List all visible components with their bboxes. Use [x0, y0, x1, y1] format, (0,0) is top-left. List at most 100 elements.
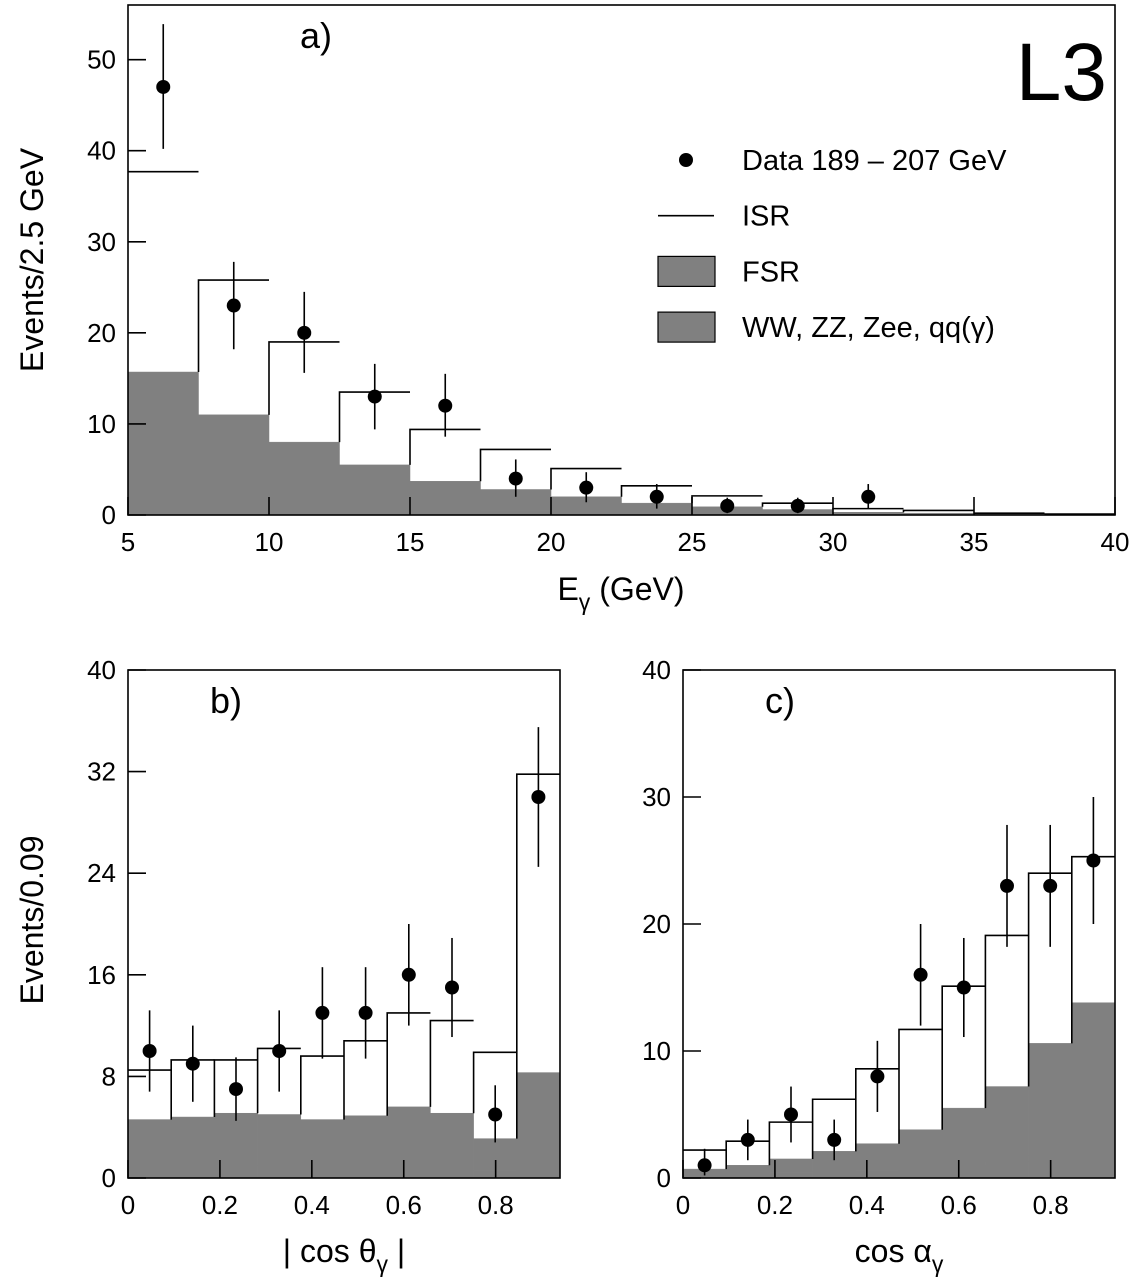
histogram-step: [268, 341, 340, 415]
histogram-bar: [855, 1143, 900, 1171]
data-point: [956, 980, 971, 995]
y-tick-label: 0: [102, 1163, 116, 1193]
histogram-bar: [855, 1170, 900, 1179]
histogram-step: [550, 467, 622, 490]
histogram-bar: [127, 1119, 172, 1166]
x-axis-title-main: E: [557, 571, 578, 607]
y-tick-label: 0: [102, 500, 116, 530]
histogram-bar: [985, 1086, 1029, 1162]
x-tick-label: 40: [1101, 527, 1130, 557]
histogram-bar: [198, 501, 270, 516]
histogram-step: [855, 1067, 899, 1152]
histogram-bar: [1071, 1002, 1116, 1150]
data-point: [784, 1107, 798, 1122]
histogram-step: [620, 485, 692, 497]
histogram-step: [479, 448, 551, 482]
histogram-step: [1027, 872, 1072, 1087]
data-point: [720, 498, 735, 513]
histogram-step: [300, 1055, 344, 1115]
x-tick-label: 0.8: [478, 1190, 514, 1220]
histogram-bar: [339, 464, 411, 508]
histogram-bar: [127, 496, 199, 516]
x-tick-label: 35: [960, 527, 989, 557]
histogram-bar: [343, 1165, 388, 1179]
legend-marker: [679, 153, 693, 167]
data-point: [401, 967, 416, 982]
y-tick-label: 30: [642, 782, 671, 812]
histogram-step: [898, 1028, 943, 1144]
histogram-step: [1071, 855, 1115, 1044]
x-axis-title: Eγ (GeV): [557, 571, 684, 615]
legend-label: WW, ZZ, Zee, qq(γ): [742, 312, 995, 344]
histogram-bar: [300, 1165, 345, 1179]
data-point: [870, 1069, 885, 1084]
histogram-step: [472, 1051, 517, 1114]
histogram-bar: [268, 505, 340, 516]
data-point: [142, 1044, 157, 1058]
histogram-bar: [127, 371, 199, 498]
histogram-bar: [985, 1161, 1029, 1179]
x-tick-label: 0.4: [294, 1190, 330, 1220]
histogram-bar: [430, 1163, 474, 1179]
panel: 0 10 20 30 40 0 0.2 0.4 0.6 0.8 c) cos αγ: [642, 655, 1116, 1277]
x-tick-label: 20: [537, 527, 566, 557]
histogram-bar: [1071, 1148, 1116, 1179]
x-tick-label: 10: [255, 527, 284, 557]
histogram-bar: [386, 1106, 431, 1164]
data-point: [579, 480, 594, 495]
histogram-step: [409, 428, 481, 465]
histogram-bar: [300, 1119, 345, 1166]
histogram-bar: [170, 1116, 215, 1166]
x-axis-title-suffix: |: [388, 1233, 405, 1269]
y-axis-title: Events/0.09: [14, 836, 50, 1005]
histogram-step: [170, 1059, 215, 1120]
y-tick-label: 20: [642, 909, 671, 939]
histogram-bar: [214, 1163, 258, 1179]
histogram-step: [811, 1098, 856, 1159]
panel: 0 10 20 30 40 50 5 10 15 20 25 30 35 40 a) L3 Events/2.5…: [14, 4, 1130, 615]
histogram-bar: [430, 1112, 474, 1165]
x-tick-label: 5: [121, 527, 135, 557]
y-tick-label: 10: [642, 1036, 671, 1066]
histogram-step: [941, 985, 986, 1130]
histogram-bar: [769, 1158, 813, 1174]
x-tick-label: 0: [121, 1190, 135, 1220]
x-axis-title-main: cos α: [855, 1233, 932, 1269]
x-tick-label: 0.6: [941, 1190, 977, 1220]
histogram-bar: [516, 1154, 561, 1179]
x-tick-label: 0.8: [1033, 1190, 1069, 1220]
data-point: [367, 389, 382, 404]
histogram-bar: [1028, 1043, 1073, 1156]
data-point: [827, 1132, 842, 1147]
y-tick-label: 20: [87, 318, 116, 348]
data-point: [297, 325, 312, 340]
y-tick-label: 8: [102, 1061, 116, 1091]
x-axis-title-subscript: γ: [932, 1251, 944, 1277]
y-tick-label: 24: [87, 858, 116, 888]
legend-label: FSR: [742, 256, 800, 288]
legend-label: ISR: [742, 201, 790, 233]
data-point: [740, 1132, 755, 1147]
histogram-step: [984, 934, 1029, 1109]
data-point: [531, 790, 546, 804]
histogram-bar: [941, 1107, 986, 1166]
data-point: [438, 398, 453, 413]
x-axis-title-subscript: γ: [579, 589, 591, 615]
histogram-bar: [941, 1165, 986, 1179]
x-axis-title: cos αγ: [855, 1233, 944, 1277]
y-tick-label: 30: [87, 227, 116, 257]
histogram-step: [516, 773, 560, 1139]
histogram-bar: [725, 1165, 770, 1175]
y-tick-label: 40: [642, 655, 671, 685]
y-tick-label: 50: [87, 45, 116, 75]
x-axis-title: | cos θγ |: [283, 1233, 405, 1277]
histogram-bar: [898, 1129, 943, 1169]
histogram-step: [213, 1059, 258, 1118]
x-tick-label: 0: [676, 1190, 690, 1220]
histogram-bar: [257, 1114, 302, 1166]
histogram-bar: [339, 507, 411, 516]
data-point: [1000, 878, 1014, 893]
panel-label: b): [210, 680, 242, 721]
y-axis-title: Events/2.5 GeV: [14, 147, 50, 372]
y-tick-label: 10: [87, 409, 116, 439]
